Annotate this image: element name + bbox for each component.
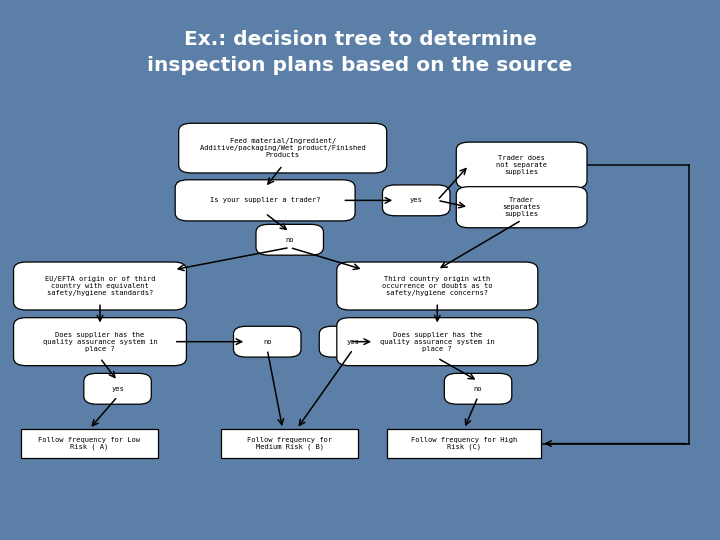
- Text: yes: yes: [346, 339, 359, 345]
- Text: Feed material/Ingredient/
Additive/packaging/Wet product/Finished
Products: Feed material/Ingredient/ Additive/packa…: [200, 138, 366, 158]
- Text: Trader does
not separate
supplies: Trader does not separate supplies: [496, 156, 547, 176]
- Text: no: no: [263, 339, 271, 345]
- FancyBboxPatch shape: [387, 429, 541, 458]
- Text: no: no: [285, 237, 294, 243]
- Text: Trader
separates
supplies: Trader separates supplies: [503, 197, 541, 217]
- FancyBboxPatch shape: [337, 318, 538, 366]
- FancyBboxPatch shape: [14, 262, 186, 310]
- Text: Does supplier has the
quality assurance system in
place ?: Does supplier has the quality assurance …: [380, 332, 495, 352]
- FancyBboxPatch shape: [444, 373, 512, 404]
- FancyBboxPatch shape: [21, 429, 158, 458]
- Text: yes: yes: [111, 386, 124, 392]
- FancyBboxPatch shape: [256, 224, 323, 255]
- Text: Third country origin with
occurrence or doubts as to
safety/hygiene concerns?: Third country origin with occurrence or …: [382, 276, 492, 296]
- FancyBboxPatch shape: [84, 373, 151, 404]
- Text: EU/EFTA origin or of third
country with equivalent
safety/hygiene standards?: EU/EFTA origin or of third country with …: [45, 276, 156, 296]
- FancyBboxPatch shape: [456, 187, 587, 228]
- FancyBboxPatch shape: [175, 180, 355, 221]
- FancyBboxPatch shape: [382, 185, 450, 216]
- FancyBboxPatch shape: [456, 142, 587, 188]
- Text: Follow frequency for Low
Risk ( A): Follow frequency for Low Risk ( A): [38, 437, 140, 450]
- Text: no: no: [474, 386, 482, 392]
- Text: yes: yes: [410, 197, 423, 204]
- Text: Is your supplier a trader?: Is your supplier a trader?: [210, 197, 320, 204]
- FancyBboxPatch shape: [221, 429, 359, 458]
- Text: Ex.: decision tree to determine
inspection plans based on the source: Ex.: decision tree to determine inspecti…: [148, 30, 572, 75]
- FancyBboxPatch shape: [179, 123, 387, 173]
- FancyBboxPatch shape: [233, 326, 301, 357]
- Text: Follow frequency for
Medium Risk ( B): Follow frequency for Medium Risk ( B): [247, 437, 332, 450]
- Text: Does supplier has the
quality assurance system in
place ?: Does supplier has the quality assurance …: [42, 332, 158, 352]
- FancyBboxPatch shape: [14, 318, 186, 366]
- FancyBboxPatch shape: [337, 262, 538, 310]
- Text: Follow frequency for High
Risk (C): Follow frequency for High Risk (C): [411, 437, 517, 450]
- FancyBboxPatch shape: [319, 326, 387, 357]
